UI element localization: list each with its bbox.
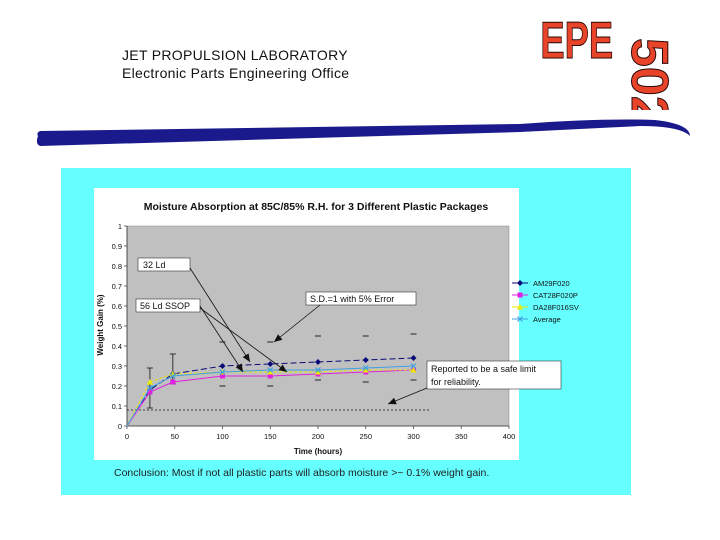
label-sd: S.D.=1 with 5% Error	[310, 294, 394, 304]
x-tick-label: 150	[264, 432, 277, 441]
x-tick-label: 300	[407, 432, 420, 441]
label-32ld: 32 Ld	[143, 260, 166, 270]
series-line	[126, 369, 414, 427]
y-axis-label: Weight Gain (%)	[96, 294, 105, 356]
legend-marker	[517, 316, 523, 322]
data-point	[267, 369, 274, 375]
data-point	[362, 357, 369, 363]
conclusion-text: Conclusion: Most if not all plastic part…	[114, 467, 490, 479]
series-line	[126, 365, 414, 427]
data-point	[410, 363, 417, 369]
arrow-head	[235, 363, 243, 372]
data-point	[362, 367, 369, 373]
legend-marker	[517, 304, 523, 310]
annotation-arrow	[199, 307, 288, 373]
x-tick-label: 200	[312, 432, 325, 441]
plot-area	[126, 225, 510, 427]
data-point	[267, 373, 273, 379]
label-box-sd	[305, 291, 417, 306]
annotation-arrow	[189, 267, 251, 363]
data-point	[267, 367, 274, 373]
office-name: Electronic Parts Engineering Office	[122, 65, 350, 81]
y-tick-label: 0.5	[112, 322, 122, 331]
x-axis-label: Time (hours)	[294, 447, 343, 456]
legend-label: DA28F016SV	[533, 303, 579, 312]
logo-epe-text: EPE	[540, 10, 613, 69]
legend-marker	[517, 292, 523, 298]
annotation-arrow	[199, 305, 244, 373]
data-point	[267, 361, 274, 367]
legend-label: Average	[533, 315, 561, 324]
data-point	[219, 363, 226, 369]
data-point	[410, 367, 417, 373]
data-point	[146, 379, 153, 385]
x-tick-label: 100	[216, 432, 229, 441]
legend-label: CAT28F020P	[533, 291, 578, 300]
header-swoosh-bar	[36, 119, 690, 146]
series-line	[126, 357, 414, 427]
x-tick-label: 400	[503, 432, 516, 441]
data-point	[147, 389, 153, 395]
y-tick-label: 1	[118, 222, 122, 231]
y-tick-label: 0	[118, 422, 122, 431]
epe-502-logo: EPE 502	[540, 10, 679, 110]
data-point	[315, 367, 321, 373]
data-point	[219, 369, 226, 375]
label-reported-line1: Reported to be a safe limit	[431, 364, 537, 374]
x-tick-label: 350	[455, 432, 468, 441]
y-tick-label: 0.3	[112, 362, 122, 371]
label-box-32ld	[137, 257, 191, 272]
x-tick-label: 250	[359, 432, 372, 441]
x-tick-label: 0	[125, 432, 129, 441]
data-point	[315, 369, 321, 375]
arrow-head	[278, 364, 287, 372]
x-tick-label: 50	[171, 432, 179, 441]
header-title: JET PROPULSION LABORATORY Electronic Par…	[122, 46, 349, 82]
y-tick-label: 0.9	[112, 242, 122, 251]
legend-marker	[517, 280, 523, 286]
logo-502-text: 502	[620, 38, 678, 110]
y-tick-label: 0.2	[112, 382, 122, 391]
series-line	[126, 369, 414, 427]
y-tick-label: 0.1	[112, 402, 122, 411]
y-tick-label: 0.6	[112, 302, 122, 311]
org-name: JET PROPULSION LABORATORY	[122, 47, 348, 63]
label-reported-line2: for reliability.	[431, 377, 481, 387]
data-point	[410, 355, 417, 361]
label-ssop: 56 Ld SSOP	[140, 301, 190, 311]
label-box-reported	[426, 360, 562, 390]
annotation-arrow	[273, 304, 321, 343]
arrow-head	[242, 353, 250, 362]
y-tick-label: 0.8	[112, 262, 122, 271]
data-point	[220, 373, 225, 379]
label-box-ssop	[135, 298, 201, 313]
data-point	[315, 359, 321, 365]
y-tick-label: 0.7	[112, 282, 122, 291]
arrow-head	[388, 397, 397, 405]
data-point	[169, 373, 176, 379]
y-tick-label: 0.4	[112, 342, 122, 351]
data-point	[170, 379, 176, 385]
arrow-head	[274, 334, 283, 342]
data-point	[146, 385, 153, 391]
legend-label: AM29F020	[533, 279, 570, 288]
chart-title: Moisture Absorption at 85C/85% R.H. for …	[144, 201, 489, 213]
data-point	[362, 365, 369, 371]
